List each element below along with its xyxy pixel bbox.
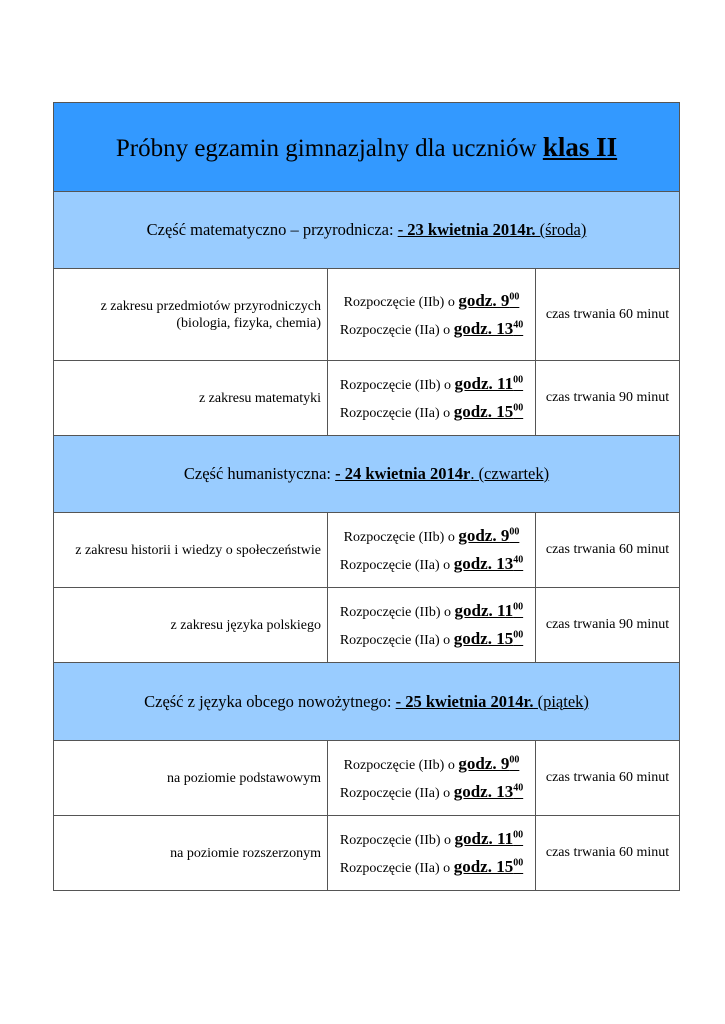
start-times-cell: Rozpoczęcie (IIb) o godz. 1100 Rozpoczęc… xyxy=(327,587,536,663)
subject-cell: z zakresu języka polskiego xyxy=(53,587,328,663)
start-label: Rozpoczęcie (IIa) o xyxy=(339,322,454,338)
table-row: na poziomie podstawowym Rozpoczęcie (IIb… xyxy=(53,740,680,816)
section-day: (piątek) xyxy=(533,691,589,711)
duration-cell: czas trwania 60 minut xyxy=(535,815,680,891)
minutes: 40 xyxy=(513,554,524,566)
start-time: godz. 1100 xyxy=(455,829,524,848)
minutes: 40 xyxy=(513,318,524,330)
start-time: godz. 1100 xyxy=(455,374,524,393)
minutes: 00 xyxy=(513,629,524,641)
section-label: Część humanistyczna: xyxy=(183,464,336,483)
title-emphasis: klas II xyxy=(542,131,618,162)
minutes: 40 xyxy=(513,782,524,794)
section-header: Część z języka obcego nowożytnego: - 25 … xyxy=(53,662,680,741)
minutes: 00 xyxy=(509,526,520,538)
minutes: 00 xyxy=(509,754,520,766)
duration-cell: czas trwania 90 minut xyxy=(535,587,680,663)
hour: godz. 9 xyxy=(458,290,510,310)
minutes: 00 xyxy=(509,290,520,302)
subject-line: (biologia, fizyka, chemia) xyxy=(176,315,321,331)
hour: godz. 15 xyxy=(453,857,514,876)
subject-line: na poziomie rozszerzonym xyxy=(170,845,321,861)
table-row: z zakresu przedmiotów przyrodniczych (bio… xyxy=(53,268,680,361)
start-times-cell: Rozpoczęcie (IIb) o godz. 900 Rozpoczęci… xyxy=(327,268,536,361)
section-label: Część matematyczno – przyrodnicza: xyxy=(146,220,398,239)
hour: godz. 9 xyxy=(458,526,510,545)
start-label: Rozpoczęcie (IIa) o xyxy=(339,633,454,648)
start-label: Rozpoczęcie (IIb) o xyxy=(339,378,455,393)
start-label: Rozpoczęcie (IIb) o xyxy=(343,294,459,310)
start-label: Rozpoczęcie (IIb) o xyxy=(343,758,459,773)
table-row: z zakresu matematyki Rozpoczęcie (IIb) o… xyxy=(53,360,680,436)
section-day: (środa) xyxy=(535,220,587,239)
start-label: Rozpoczęcie (IIa) o xyxy=(339,786,454,801)
hour: godz. 15 xyxy=(453,402,514,421)
hour: godz. 13 xyxy=(453,782,514,801)
start-times-cell: Rozpoczęcie (IIb) o godz. 900 Rozpoczęci… xyxy=(327,512,536,588)
section-day: . (czwartek) xyxy=(470,464,550,483)
start-times-cell: Rozpoczęcie (IIb) o godz. 900 Rozpoczęci… xyxy=(327,740,536,816)
start-label: Rozpoczęcie (IIa) o xyxy=(339,558,454,573)
start-time: godz. 1340 xyxy=(454,319,524,338)
hour: godz. 11 xyxy=(454,601,514,620)
minutes: 00 xyxy=(513,829,524,841)
start-label: Rozpoczęcie (IIa) o xyxy=(339,861,454,876)
hour: godz. 13 xyxy=(453,318,514,338)
start-time: godz. 900 xyxy=(458,754,519,773)
duration-cell: czas trwania 90 minut xyxy=(535,360,680,436)
page-title: Próbny egzamin gimnazjalny dla uczniów k… xyxy=(53,102,680,192)
duration-cell: czas trwania 60 minut xyxy=(535,268,680,361)
section-date: - 24 kwietnia 2014r xyxy=(335,464,471,483)
hour: godz. 11 xyxy=(454,829,514,848)
table-row: na poziomie rozszerzonym Rozpoczęcie (II… xyxy=(53,815,680,891)
start-time: godz. 1500 xyxy=(454,402,524,421)
section-date: - 25 kwietnia 2014r. xyxy=(395,691,534,711)
start-time: godz. 1500 xyxy=(454,629,524,648)
start-time: godz. 1340 xyxy=(454,554,524,573)
start-label: Rozpoczęcie (IIb) o xyxy=(343,530,459,545)
subject-line: na poziomie podstawowym xyxy=(167,770,321,786)
hour: godz. 9 xyxy=(458,754,510,773)
minutes: 00 xyxy=(513,374,524,386)
subject-line: z zakresu historii i wiedzy o społeczeńs… xyxy=(75,542,321,558)
section-header: Część humanistyczna: - 24 kwietnia 2014r… xyxy=(53,435,680,513)
section-date: - 23 kwietnia 2014r. xyxy=(397,220,536,239)
duration-cell: czas trwania 60 minut xyxy=(535,512,680,588)
start-time: godz. 900 xyxy=(458,291,519,310)
section-label: Część z języka obcego nowożytnego: xyxy=(144,691,396,711)
start-label: Rozpoczęcie (IIb) o xyxy=(339,833,455,848)
subject-cell: z zakresu historii i wiedzy o społeczeńs… xyxy=(53,512,328,588)
table-row: z zakresu języka polskiego Rozpoczęcie (… xyxy=(53,587,680,663)
start-label: Rozpoczęcie (IIb) o xyxy=(339,605,455,620)
start-time: godz. 1100 xyxy=(455,601,524,620)
subject-line: z zakresu matematyki xyxy=(198,390,321,406)
start-label: Rozpoczęcie (IIa) o xyxy=(339,406,454,421)
start-times-cell: Rozpoczęcie (IIb) o godz. 1100 Rozpoczęc… xyxy=(327,360,536,436)
subject-cell: na poziomie rozszerzonym xyxy=(53,815,328,891)
minutes: 00 xyxy=(513,402,524,414)
table-row: z zakresu historii i wiedzy o społeczeńs… xyxy=(53,512,680,588)
duration-cell: czas trwania 60 minut xyxy=(535,740,680,816)
start-time: godz. 900 xyxy=(458,526,519,545)
minutes: 00 xyxy=(513,857,524,869)
subject-line: z zakresu przedmiotów przyrodniczych xyxy=(100,298,321,314)
subject-line: z zakresu języka polskiego xyxy=(170,617,321,633)
title-text: Próbny egzamin gimnazjalny dla uczniów xyxy=(115,134,543,162)
exam-schedule-table: Próbny egzamin gimnazjalny dla uczniów k… xyxy=(53,102,680,891)
start-time: godz. 1500 xyxy=(454,857,524,876)
hour: godz. 11 xyxy=(454,374,514,393)
hour: godz. 13 xyxy=(453,554,514,573)
start-time: godz. 1340 xyxy=(454,782,524,801)
subject-cell: na poziomie podstawowym xyxy=(53,740,328,816)
subject-cell: z zakresu matematyki xyxy=(53,360,328,436)
minutes: 00 xyxy=(513,601,524,613)
section-header: Część matematyczno – przyrodnicza: - 23 … xyxy=(53,191,680,269)
subject-cell: z zakresu przedmiotów przyrodniczych (bio… xyxy=(53,268,328,361)
start-times-cell: Rozpoczęcie (IIb) o godz. 1100 Rozpoczęc… xyxy=(327,815,536,891)
hour: godz. 15 xyxy=(453,629,514,648)
